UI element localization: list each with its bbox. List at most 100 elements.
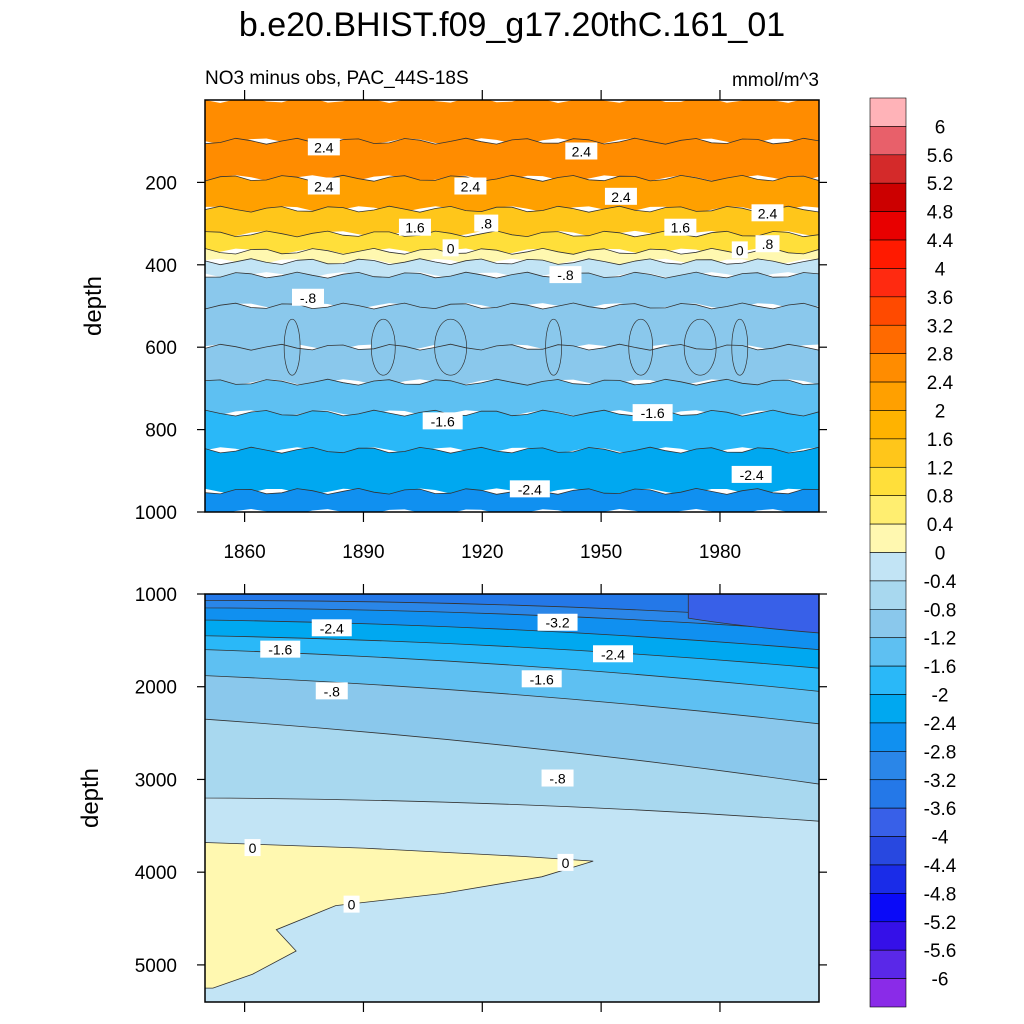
contour-label: -1.6 bbox=[431, 413, 455, 429]
colorbar-swatch bbox=[869, 807, 907, 837]
colorbar-swatch bbox=[869, 694, 907, 724]
colorbar-label: -4.4 bbox=[924, 856, 957, 877]
units-label: mmol/m^3 bbox=[732, 70, 819, 91]
upper-contour-line bbox=[205, 302, 819, 310]
colorbar-swatch bbox=[869, 211, 907, 241]
upper-contour-line bbox=[205, 446, 819, 454]
colorbar-swatch bbox=[869, 609, 907, 639]
contour-label-box bbox=[755, 235, 780, 253]
colorbar-swatch bbox=[869, 381, 907, 411]
contour-label: -.8 bbox=[300, 290, 317, 306]
colorbar-swatch bbox=[869, 495, 907, 525]
upper-fill-band bbox=[205, 272, 819, 309]
contour-label-box bbox=[731, 241, 748, 259]
contour-label-box bbox=[557, 853, 574, 871]
upper-panel-contour-labels: 2.4 2.4 2.4 2.4 2.4 2.4 1.6 1.6 .8 .8 0 0 -.8 -.8 -1.6… bbox=[291, 138, 784, 498]
contour-label: -2.4 bbox=[740, 467, 764, 483]
lower-positive-wedge bbox=[205, 842, 594, 989]
colorbar-swatch bbox=[869, 637, 907, 667]
lower-panel-fill bbox=[205, 594, 819, 1002]
colorbar-label: 5.6 bbox=[927, 146, 953, 167]
colorbar-swatch bbox=[869, 893, 907, 923]
colorbar-swatch bbox=[869, 353, 907, 383]
contour-label: -.8 bbox=[557, 267, 574, 283]
colorbar-label: -0.4 bbox=[924, 572, 957, 593]
colorbar-swatch bbox=[869, 864, 907, 894]
colorbar-swatch bbox=[869, 921, 907, 951]
colorbar-label: -0.8 bbox=[924, 600, 957, 621]
colorbar-swatch bbox=[869, 665, 907, 695]
x-tick-label: 1980 bbox=[699, 542, 741, 563]
upper-patch bbox=[370, 318, 396, 376]
upper-panel: 200 400 600 800 1000 1860 1890 1920 1950 1980 2.4… bbox=[80, 90, 827, 563]
colorbar-label: 4 bbox=[935, 259, 946, 280]
colorbar-legend: 6 5.6 5.2 4.8 4.4 4 3.6 3.2 2.8 2.4 2 1.6 1.2 0.8 0.4 0… bbox=[869, 97, 957, 1008]
contour-label: -1.6 bbox=[268, 642, 292, 658]
contour-label-box bbox=[474, 214, 499, 232]
colorbar-swatch bbox=[869, 779, 907, 809]
contour-label: 1.6 bbox=[671, 220, 691, 236]
chart-title: b.e20.BHIST.f09_g17.20thC.161_01 bbox=[239, 6, 785, 44]
y-tick-label: 5000 bbox=[135, 956, 177, 977]
upper-contour-line bbox=[205, 378, 819, 386]
contour-label-box bbox=[632, 404, 673, 422]
contour-label: -2.4 bbox=[601, 646, 625, 662]
colorbar-label: -1.2 bbox=[924, 629, 957, 650]
colorbar-label: -1.6 bbox=[924, 657, 957, 678]
contour-label: .8 bbox=[480, 216, 492, 232]
colorbar-label: 6 bbox=[935, 117, 946, 138]
colorbar-swatch bbox=[869, 324, 907, 354]
contour-label: -.8 bbox=[324, 683, 341, 699]
y-tick-label: 200 bbox=[145, 173, 177, 194]
contour-label-box bbox=[509, 480, 550, 498]
colorbar-label: 1.6 bbox=[927, 430, 953, 451]
contour-label: 2.4 bbox=[314, 139, 334, 155]
y-tick-label: 400 bbox=[145, 256, 177, 277]
colorbar-swatch bbox=[869, 410, 907, 440]
upper-contour-line bbox=[205, 205, 819, 213]
contour-label-box bbox=[244, 839, 261, 857]
contour-label: 1.6 bbox=[405, 220, 425, 236]
upper-fill-band bbox=[205, 303, 819, 351]
upper-panel-frame bbox=[204, 99, 820, 513]
contour-label-box bbox=[604, 187, 637, 205]
upper-patch bbox=[628, 318, 654, 376]
contour-label-box bbox=[398, 218, 431, 236]
colorbar-swatch bbox=[869, 154, 907, 184]
colorbar-label: -3.6 bbox=[924, 799, 957, 820]
lower-panel: 1000 2000 3000 4000 5000 -3.2 -2.4 -2.4 -1.6 -1.… bbox=[77, 584, 827, 1012]
y-tick-label: 1000 bbox=[135, 503, 177, 524]
colorbar-label: 0.8 bbox=[927, 487, 953, 508]
contour-label-box bbox=[291, 288, 324, 306]
contour-label: -.8 bbox=[549, 771, 566, 787]
upper-fill-band bbox=[205, 175, 819, 213]
y-tick-label: 3000 bbox=[135, 770, 177, 791]
contour-label-box bbox=[260, 640, 301, 658]
colorbar-swatch bbox=[869, 466, 907, 496]
colorbar-swatch bbox=[869, 97, 907, 127]
colorbar-label: 2.4 bbox=[927, 373, 954, 394]
colorbar-swatch bbox=[869, 268, 907, 298]
x-tick-label: 1890 bbox=[342, 542, 384, 563]
contour-label-box bbox=[549, 266, 582, 284]
colorbar-swatch bbox=[869, 580, 907, 610]
colorbar-swatch bbox=[869, 836, 907, 866]
colorbar-label: 4.4 bbox=[927, 231, 954, 252]
colorbar-swatch bbox=[869, 182, 907, 212]
contour-label: 2.4 bbox=[314, 179, 334, 195]
y-tick-label: 600 bbox=[145, 338, 177, 359]
contour-label: 2.4 bbox=[461, 179, 481, 195]
colorbar-swatch bbox=[869, 552, 907, 582]
upper-ylabel: depth bbox=[80, 276, 107, 336]
contour-label-box bbox=[422, 412, 463, 430]
y-tick-label: 1000 bbox=[135, 585, 177, 606]
colorbar-swatch bbox=[869, 978, 907, 1008]
x-tick-label: 1920 bbox=[461, 542, 503, 563]
lower-panel-contour-labels: -3.2 -2.4 -2.4 -1.6 -1.6 -.8 -.8 0 0 0 bbox=[244, 613, 634, 913]
contour-label-box bbox=[307, 177, 340, 195]
contour-label-box bbox=[311, 619, 352, 637]
colorbar-swatch bbox=[869, 949, 907, 979]
upper-fill-band bbox=[205, 248, 819, 265]
colorbar-swatch bbox=[869, 751, 907, 781]
contour-label-box bbox=[521, 670, 562, 688]
